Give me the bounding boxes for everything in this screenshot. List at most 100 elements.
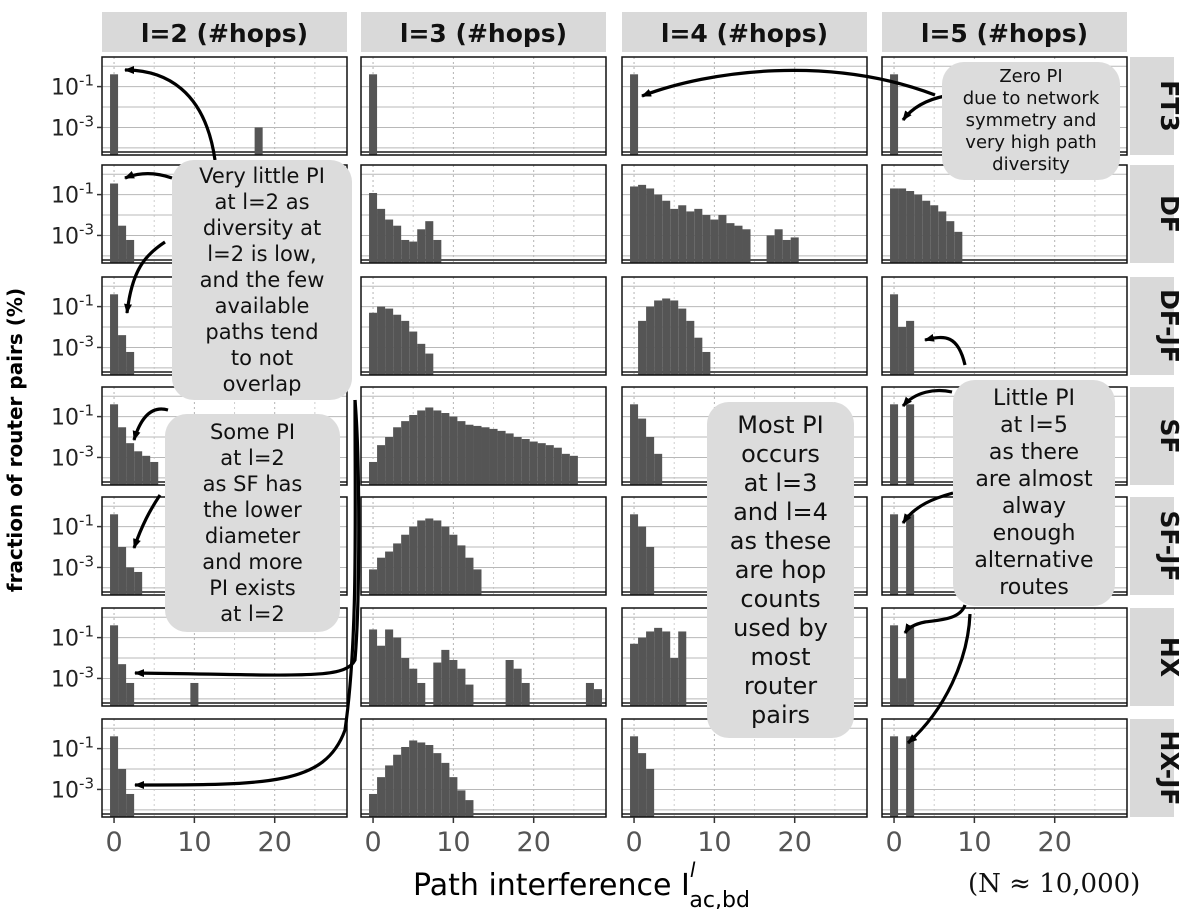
histogram-bar — [553, 447, 562, 485]
histogram-bar — [393, 754, 402, 817]
histogram-bar — [449, 534, 458, 595]
histogram-bar — [449, 777, 458, 817]
callout-line: symmetry and — [965, 110, 1097, 131]
callout-line: alternative — [974, 548, 1094, 573]
histogram-bar — [670, 300, 679, 375]
histogram-bar — [449, 659, 458, 706]
panel — [360, 718, 607, 818]
histogram-bar — [662, 298, 671, 375]
panel-border — [360, 607, 607, 707]
histogram-bar — [126, 443, 135, 485]
histogram-bar — [369, 312, 378, 375]
histogram-bar — [638, 320, 647, 375]
histogram-bar — [638, 753, 647, 817]
histogram-bar — [898, 678, 907, 706]
histogram-bar — [662, 631, 671, 706]
callout-most-pi: Most PI occurs at l=3 and l=4 as these a… — [707, 402, 854, 738]
histogram-bar — [537, 443, 546, 485]
histogram-bar — [385, 629, 394, 706]
histogram-bar — [118, 427, 127, 485]
panel-border — [360, 276, 607, 376]
histogram-bar — [126, 793, 135, 817]
histogram-bar — [638, 526, 647, 595]
x-tick-label: 10 — [957, 827, 991, 858]
x-tick-label: 20 — [517, 827, 551, 858]
histogram-bar — [718, 215, 727, 263]
panel-background — [882, 608, 1127, 706]
histogram-bar — [369, 569, 378, 595]
histogram-bar — [593, 689, 602, 706]
histogram-bar — [449, 416, 458, 485]
panel-border — [101, 56, 348, 156]
histogram-bar — [417, 742, 426, 817]
annotation-arrow — [134, 399, 361, 678]
callout-line: very high path — [965, 132, 1097, 153]
histogram-bar — [906, 514, 915, 595]
histogram-bar — [890, 736, 899, 817]
histogram-bar — [401, 746, 410, 817]
histogram-bar — [930, 205, 939, 263]
histogram-bar — [417, 410, 426, 485]
panel-background — [102, 719, 347, 817]
histogram-bar — [425, 518, 434, 595]
column-strip — [882, 12, 1127, 52]
histogram-bar — [417, 343, 426, 375]
histogram-bar — [898, 327, 907, 375]
row-strip-label: FT3 — [1155, 80, 1183, 132]
row-strip-label: HX — [1155, 637, 1183, 677]
panel-border — [621, 164, 868, 264]
histogram-bar — [401, 320, 410, 375]
histogram-bar — [630, 736, 639, 817]
histogram-bar — [409, 414, 418, 485]
histogram-bar — [898, 188, 907, 263]
histogram-bar — [393, 225, 402, 263]
panel-border — [621, 276, 868, 376]
callout-l2-little-pi: Very little PI at l=2 as diversity at l=… — [172, 160, 352, 400]
callout-line: used by — [733, 613, 828, 642]
panel — [881, 276, 1128, 376]
callout-line: paths tend — [205, 320, 319, 344]
column-strip-label: l=2 (#hops) — [141, 19, 308, 48]
histogram-bar — [654, 453, 663, 485]
panel — [621, 164, 868, 264]
histogram-bar — [710, 219, 719, 263]
histogram-bar — [457, 545, 466, 595]
histogram-bar — [774, 229, 783, 263]
panel — [360, 276, 607, 376]
annotation-arrow — [132, 407, 169, 441]
annotation-arrow — [901, 94, 946, 121]
histogram-bar — [702, 215, 711, 263]
histogram-bar — [425, 745, 434, 817]
histogram-bar — [110, 74, 119, 155]
x-axis-title: Path interference Il ac,bd — [413, 858, 750, 909]
row-strip-label: DF — [1155, 195, 1183, 233]
histogram-bar — [678, 205, 687, 263]
row-strip — [1130, 165, 1174, 263]
callout-line: most — [750, 642, 811, 671]
annotation-arrow — [134, 399, 357, 789]
histogram-bar — [110, 183, 119, 263]
x-tick-label: 10 — [177, 827, 211, 858]
callout-line: diversity at — [202, 216, 322, 240]
histogram-bar — [134, 451, 143, 485]
panel — [881, 164, 1128, 264]
panel — [360, 56, 607, 156]
annotation-arrow — [903, 604, 967, 634]
histogram-bar — [790, 237, 799, 263]
callout-line: at l=2 as — [214, 190, 310, 214]
callout-line: diversity — [992, 154, 1070, 175]
histogram-bar — [630, 643, 639, 706]
x-tick-label: 0 — [105, 827, 122, 858]
histogram-bar — [646, 631, 655, 706]
histogram-bar — [417, 682, 426, 706]
annotation-arrow — [124, 240, 166, 314]
histogram-bar — [670, 658, 679, 706]
callout-line: to not — [230, 346, 294, 370]
row-strip-label: HX-JF — [1155, 731, 1183, 806]
y-axis-title: fraction of router pairs (%) — [3, 288, 27, 592]
histogram-bar — [369, 629, 378, 706]
panel-border — [360, 164, 607, 264]
histogram-bar — [401, 239, 410, 263]
callout-line: Zero PI — [999, 66, 1063, 87]
histogram-bar — [734, 225, 743, 263]
